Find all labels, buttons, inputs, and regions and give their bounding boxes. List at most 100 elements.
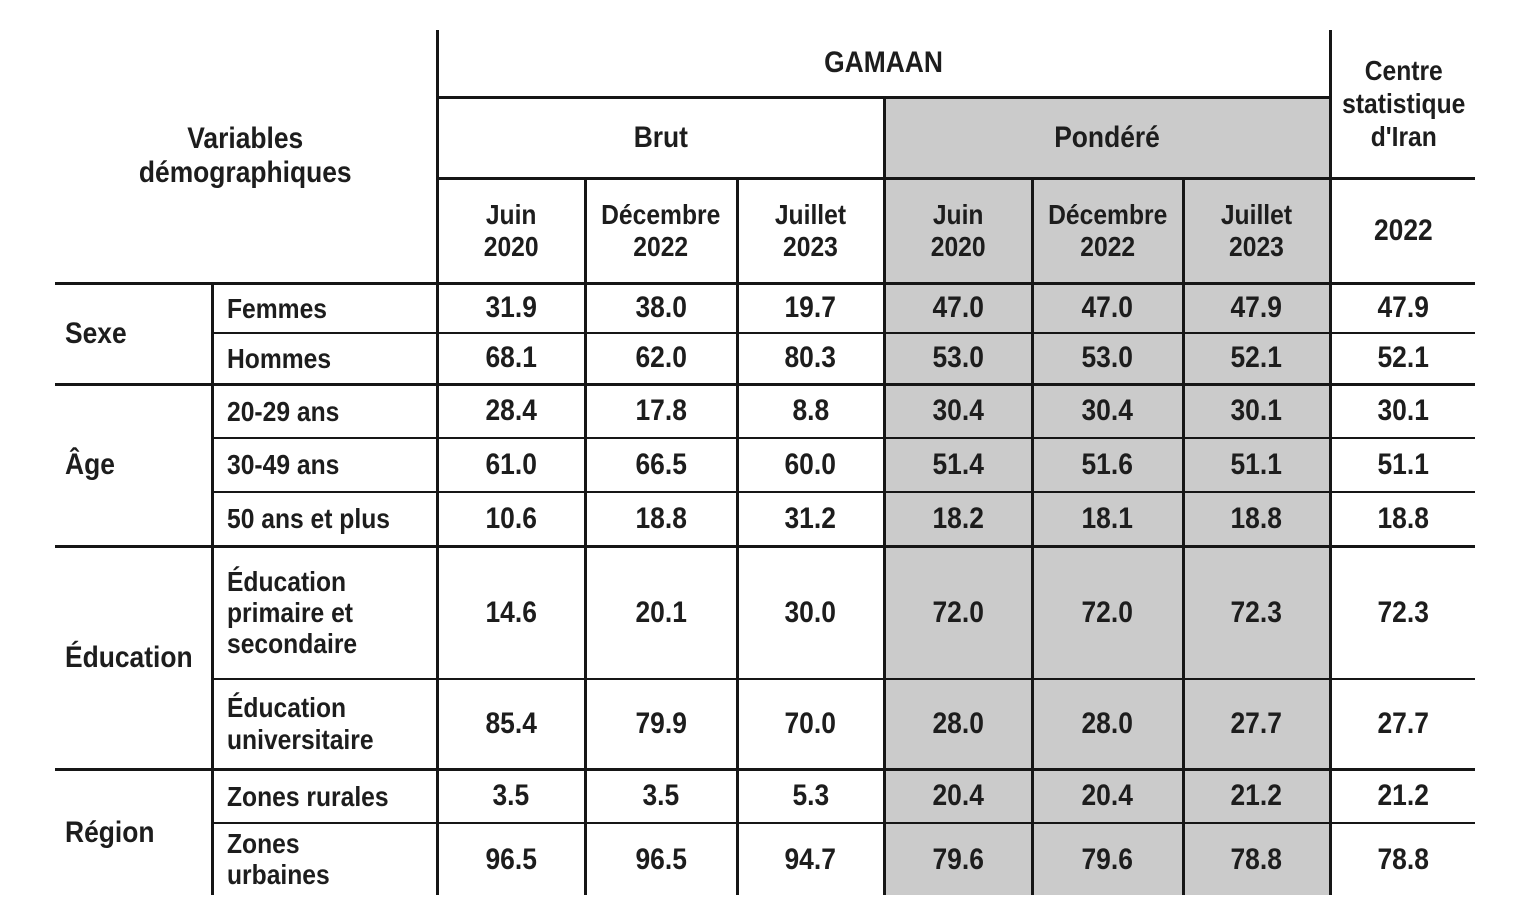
group-label-sexe: Sexe — [55, 283, 212, 386]
row-label: Éducation universitaire — [210, 679, 437, 771]
corner-header-variables: Variables démographiques — [55, 30, 437, 285]
value-cell: 79.9 — [583, 679, 737, 771]
col-header-pondere-decembre-2022: Décembre 2022 — [1030, 178, 1183, 285]
value-cell: 14.6 — [435, 546, 585, 680]
value-cell: 94.7 — [735, 823, 884, 895]
value-cell: 28.4 — [435, 384, 585, 439]
table-row-education-universitaire: Éducation universitaire 85.4 79.9 70.0 2… — [55, 679, 1475, 771]
table-row-hommes: Hommes 68.1 62.0 80.3 53.0 53.0 52.1 52.… — [55, 333, 1475, 386]
value-cell: 52.1 — [1181, 333, 1330, 386]
table-row-30-49: 30-49 ans 61.0 66.5 60.0 51.4 51.6 51.1 … — [55, 438, 1475, 493]
value-cell: 10.6 — [435, 492, 585, 548]
value-cell: 30.0 — [735, 546, 884, 680]
value-cell: 18.2 — [882, 492, 1032, 548]
value-cell: 85.4 — [435, 679, 585, 771]
value-cell: 3.5 — [583, 769, 737, 824]
header-row-dates: Juin 2020 Décembre 2022 Juillet 2023 Juin 20… — [55, 178, 1475, 285]
value-cell: 51.4 — [882, 438, 1032, 493]
value-cell: 30.1 — [1328, 384, 1475, 439]
value-cell: 5.3 — [735, 769, 884, 824]
value-cell: 28.0 — [882, 679, 1032, 771]
value-cell: 27.7 — [1328, 679, 1475, 771]
value-cell: 3.5 — [435, 769, 585, 824]
value-cell: 8.8 — [735, 384, 884, 439]
centre-statistique-header: Centre statistique d'Iran — [1328, 30, 1475, 180]
value-cell: 68.1 — [435, 333, 585, 386]
value-cell: 78.8 — [1181, 823, 1330, 895]
table-row-zones-urbaines: Zones urbaines 96.5 96.5 94.7 79.6 79.6 … — [55, 823, 1475, 895]
table-row-50-plus: 50 ans et plus 10.6 18.8 31.2 18.2 18.1 … — [55, 492, 1475, 548]
row-label: Éducation primaire et secondaire — [210, 546, 437, 680]
value-cell: 31.9 — [435, 283, 585, 334]
demographics-table: Variables démographiques GAMAAN Centre s… — [55, 30, 1475, 895]
pondere-header: Pondéré — [882, 97, 1330, 180]
value-cell: 21.2 — [1181, 769, 1330, 824]
value-cell: 96.5 — [435, 823, 585, 895]
value-cell: 20.4 — [1030, 769, 1183, 824]
value-cell: 47.9 — [1181, 283, 1330, 334]
value-cell: 47.0 — [882, 283, 1032, 334]
group-label-age: Âge — [55, 384, 212, 548]
value-cell: 51.6 — [1030, 438, 1183, 493]
table-row-zones-rurales: Région Zones rurales 3.5 3.5 5.3 20.4 20… — [55, 769, 1475, 849]
value-cell: 30.1 — [1181, 384, 1330, 439]
value-cell: 62.0 — [583, 333, 737, 386]
value-cell: 72.3 — [1181, 546, 1330, 680]
value-cell: 51.1 — [1181, 438, 1330, 493]
value-cell: 20.4 — [882, 769, 1032, 824]
row-label: Femmes — [210, 283, 437, 334]
col-header-pondere-juin-2020: Juin 2020 — [882, 178, 1032, 285]
value-cell: 38.0 — [583, 283, 737, 334]
centre-year-header: 2022 — [1328, 178, 1475, 285]
row-label: Hommes — [210, 333, 437, 386]
value-cell: 19.7 — [735, 283, 884, 334]
value-cell: 53.0 — [882, 333, 1032, 386]
value-cell: 27.7 — [1181, 679, 1330, 771]
col-header-pondere-juillet-2023: Juillet 2023 — [1181, 178, 1330, 285]
brut-header: Brut — [435, 97, 884, 180]
value-cell: 31.2 — [735, 492, 884, 548]
value-cell: 72.3 — [1328, 546, 1475, 680]
row-label: 20-29 ans — [210, 384, 437, 439]
value-cell: 20.1 — [583, 546, 737, 680]
value-cell: 30.4 — [882, 384, 1032, 439]
value-cell: 18.8 — [583, 492, 737, 548]
group-label-region: Région — [65, 815, 155, 849]
row-label: 30-49 ans — [210, 438, 437, 493]
value-cell: 18.1 — [1030, 492, 1183, 548]
value-cell: 96.5 — [583, 823, 737, 895]
value-cell: 47.9 — [1328, 283, 1475, 334]
group-label-education: Éducation — [55, 546, 212, 771]
gamaan-header: GAMAAN — [435, 30, 1330, 99]
value-cell: 79.6 — [882, 823, 1032, 895]
value-cell: 30.4 — [1030, 384, 1183, 439]
value-cell: 61.0 — [435, 438, 585, 493]
row-label: Zones urbaines — [210, 823, 437, 895]
value-cell: 66.5 — [583, 438, 737, 493]
value-cell: 72.0 — [882, 546, 1032, 680]
value-cell: 72.0 — [1030, 546, 1183, 680]
table-row-20-29: Âge 20-29 ans 28.4 17.8 8.8 30.4 30.4 30… — [55, 384, 1475, 548]
value-cell: 52.1 — [1328, 333, 1475, 386]
value-cell: 18.8 — [1328, 492, 1475, 548]
value-cell: 17.8 — [583, 384, 737, 439]
value-cell: 79.6 — [1030, 823, 1183, 895]
value-cell: 78.8 — [1328, 823, 1475, 895]
value-cell: 51.1 — [1328, 438, 1475, 493]
table-row-education-primaire: Éducation Éducation primaire et secondai… — [55, 546, 1475, 771]
value-cell: 21.2 — [1328, 769, 1475, 824]
value-cell: 47.0 — [1030, 283, 1183, 334]
value-cell: 70.0 — [735, 679, 884, 771]
header-row-brut-pondere: Brut Pondéré — [55, 97, 1475, 180]
header-row-gamaan: Variables démographiques GAMAAN Centre s… — [55, 30, 1475, 285]
value-cell: 18.8 — [1181, 492, 1330, 548]
value-cell: 60.0 — [735, 438, 884, 493]
value-cell: 28.0 — [1030, 679, 1183, 771]
col-header-brut-juillet-2023: Juillet 2023 — [735, 178, 884, 285]
table-row-femmes: Sexe Femmes 31.9 38.0 19.7 47.0 47.0 47.… — [55, 283, 1475, 386]
value-cell: 53.0 — [1030, 333, 1183, 386]
col-header-brut-juin-2020: Juin 2020 — [435, 178, 585, 285]
col-header-brut-decembre-2022: Décembre 2022 — [583, 178, 737, 285]
row-label: Zones rurales — [210, 769, 437, 824]
